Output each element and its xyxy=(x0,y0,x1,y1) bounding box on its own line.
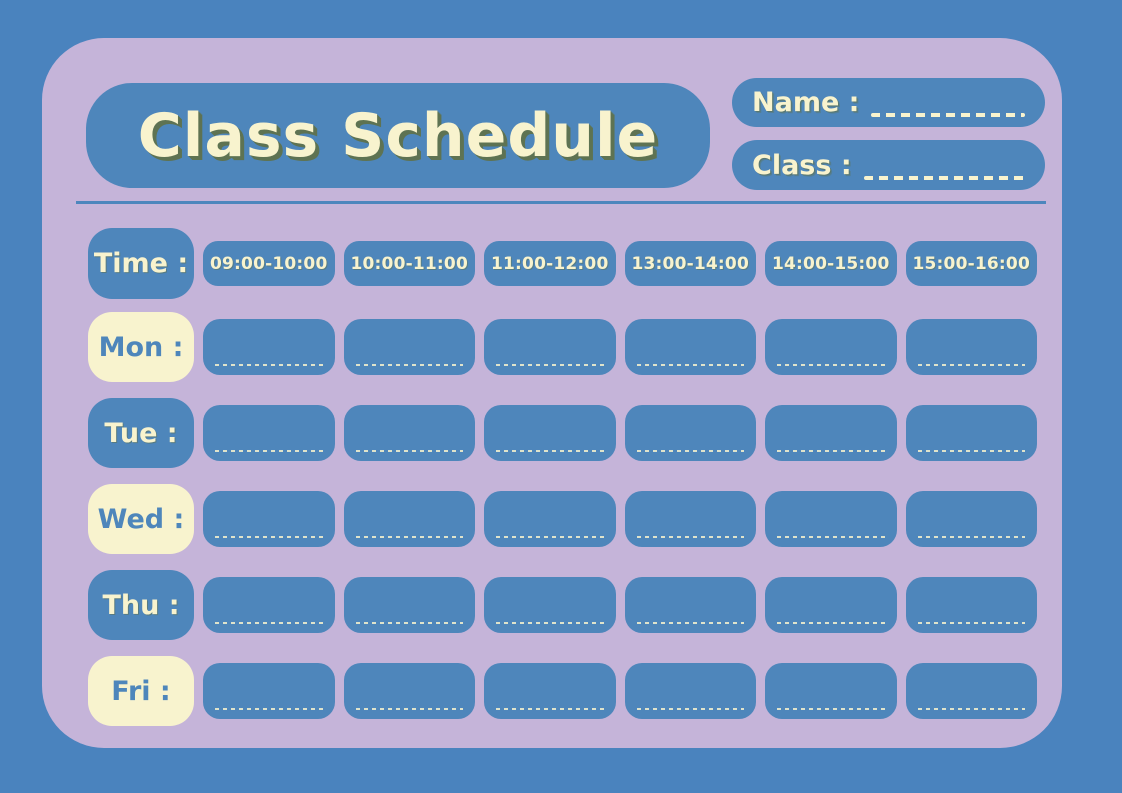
schedule-cell[interactable] xyxy=(624,405,756,461)
schedule-grid: Time : 09:00-10:00 10:00-11:00 11:00-12:… xyxy=(88,228,1037,742)
schedule-cell[interactable] xyxy=(343,405,475,461)
write-line xyxy=(917,708,1025,710)
schedule-cell[interactable] xyxy=(343,663,475,719)
schedule-cell[interactable] xyxy=(765,405,897,461)
class-input-line[interactable] xyxy=(863,176,1025,180)
day-row-fri: Fri : xyxy=(88,656,1037,726)
time-slot-chip: 10:00-11:00 xyxy=(343,241,475,286)
day-row-wed: Wed : xyxy=(88,484,1037,554)
schedule-cell[interactable] xyxy=(624,319,756,375)
write-line xyxy=(215,622,323,624)
day-label-wed: Wed : xyxy=(88,484,194,554)
write-line xyxy=(355,450,463,452)
header-divider xyxy=(76,201,1046,204)
time-header-chip: Time : xyxy=(88,228,194,299)
write-line xyxy=(917,450,1025,452)
schedule-cell[interactable] xyxy=(624,491,756,547)
time-slot-chip: 09:00-10:00 xyxy=(203,241,335,286)
schedule-card: Class Schedule Name : Class : Time : 09:… xyxy=(42,38,1062,748)
write-line xyxy=(496,708,604,710)
write-line xyxy=(215,708,323,710)
schedule-cell[interactable] xyxy=(484,319,616,375)
schedule-cell[interactable] xyxy=(203,319,335,375)
schedule-cell[interactable] xyxy=(203,405,335,461)
write-line xyxy=(917,536,1025,538)
name-label: Name : xyxy=(752,87,860,118)
schedule-cell[interactable] xyxy=(203,577,335,633)
write-line xyxy=(917,364,1025,366)
schedule-cell[interactable] xyxy=(624,663,756,719)
schedule-cell[interactable] xyxy=(765,491,897,547)
day-label-fri: Fri : xyxy=(88,656,194,726)
write-line xyxy=(777,622,885,624)
name-input-line[interactable] xyxy=(871,113,1025,117)
class-field[interactable]: Class : xyxy=(732,140,1045,190)
title-banner: Class Schedule xyxy=(86,83,710,188)
write-line xyxy=(777,450,885,452)
write-line xyxy=(215,364,323,366)
day-row-tue: Tue : xyxy=(88,398,1037,468)
schedule-cell[interactable] xyxy=(203,491,335,547)
day-row-mon: Mon : xyxy=(88,312,1037,382)
write-line xyxy=(917,622,1025,624)
write-line xyxy=(777,364,885,366)
class-label: Class : xyxy=(752,149,852,181)
write-line xyxy=(636,622,744,624)
write-line xyxy=(215,450,323,452)
schedule-cell[interactable] xyxy=(765,663,897,719)
page-title: Class Schedule xyxy=(137,100,659,171)
write-line xyxy=(636,364,744,366)
day-label-mon: Mon : xyxy=(88,312,194,382)
write-line xyxy=(355,364,463,366)
schedule-cell[interactable] xyxy=(905,405,1037,461)
schedule-cell[interactable] xyxy=(905,491,1037,547)
schedule-cell[interactable] xyxy=(484,405,616,461)
schedule-cell[interactable] xyxy=(203,663,335,719)
write-line xyxy=(355,536,463,538)
schedule-cell[interactable] xyxy=(343,319,475,375)
write-line xyxy=(355,622,463,624)
write-line xyxy=(355,708,463,710)
schedule-cell[interactable] xyxy=(905,319,1037,375)
schedule-cell[interactable] xyxy=(343,491,475,547)
name-field[interactable]: Name : xyxy=(732,78,1045,127)
write-line xyxy=(636,536,744,538)
schedule-cell[interactable] xyxy=(765,319,897,375)
day-row-thu: Thu : xyxy=(88,570,1037,640)
write-line xyxy=(636,708,744,710)
schedule-cell[interactable] xyxy=(484,491,616,547)
day-label-thu: Thu : xyxy=(88,570,194,640)
schedule-cell[interactable] xyxy=(624,577,756,633)
schedule-cell[interactable] xyxy=(484,663,616,719)
time-slot-chip: 14:00-15:00 xyxy=(765,241,897,286)
write-line xyxy=(777,708,885,710)
time-header-row: Time : 09:00-10:00 10:00-11:00 11:00-12:… xyxy=(88,228,1037,299)
time-slot-chip: 11:00-12:00 xyxy=(484,241,616,286)
write-line xyxy=(777,536,885,538)
time-slot-chip: 13:00-14:00 xyxy=(624,241,756,286)
write-line xyxy=(496,364,604,366)
write-line xyxy=(215,536,323,538)
time-slot-chip: 15:00-16:00 xyxy=(905,241,1037,286)
write-line xyxy=(496,536,604,538)
schedule-cell[interactable] xyxy=(905,577,1037,633)
write-line xyxy=(496,622,604,624)
schedule-cell[interactable] xyxy=(905,663,1037,719)
schedule-cell[interactable] xyxy=(765,577,897,633)
day-label-tue: Tue : xyxy=(88,398,194,468)
write-line xyxy=(496,450,604,452)
schedule-cell[interactable] xyxy=(343,577,475,633)
schedule-cell[interactable] xyxy=(484,577,616,633)
write-line xyxy=(636,450,744,452)
